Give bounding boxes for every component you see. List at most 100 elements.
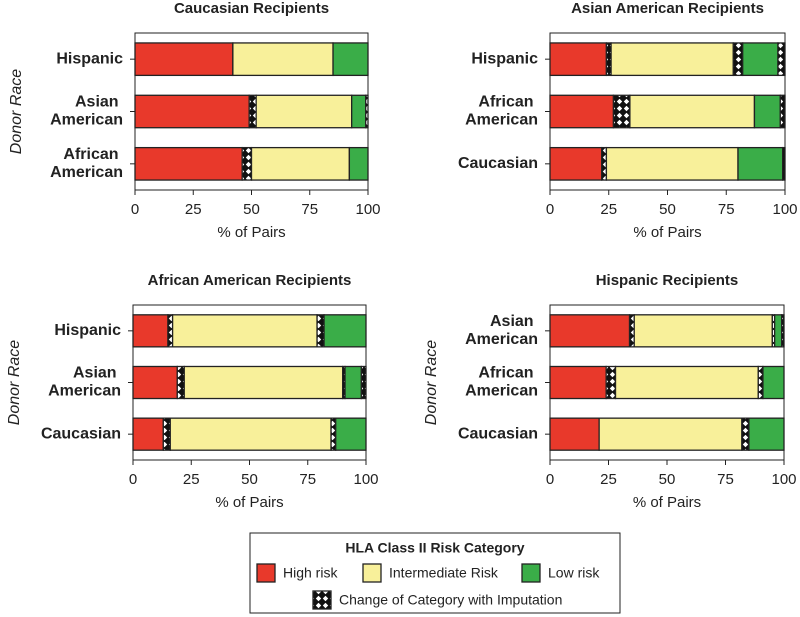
panel-title: Caucasian Recipients — [174, 0, 329, 17]
x-tick-label: 75 — [717, 471, 734, 488]
bar-segment — [549, 314, 631, 348]
bar-segment — [348, 146, 369, 181]
x-tick-label: 25 — [600, 201, 617, 218]
bar-segment — [132, 417, 164, 451]
x-axis-label: % of Pairs — [633, 224, 701, 241]
x-tick-label: 50 — [659, 201, 676, 218]
category-label: African American — [465, 365, 538, 400]
bar-segment — [742, 42, 779, 77]
imputation-segment — [176, 365, 185, 400]
bar-segment — [344, 365, 362, 400]
imputation-segment — [628, 314, 635, 348]
imputation-segment — [162, 417, 171, 451]
imputation-segment — [167, 314, 174, 348]
x-tick-label: 0 — [546, 201, 554, 218]
legend-title: HLA Class II Risk Category — [345, 540, 524, 556]
legend-swatch — [256, 563, 276, 583]
category-label: Caucasian — [41, 425, 121, 442]
bar-segment — [549, 42, 608, 77]
bar-segment — [549, 94, 615, 129]
x-axis-label: % of Pairs — [633, 494, 701, 511]
imputation-segment — [777, 42, 786, 77]
imputation-segment — [779, 94, 786, 129]
bar-segment — [134, 146, 243, 181]
bar-segment — [169, 417, 332, 451]
imputation-segment — [316, 314, 325, 348]
x-tick-label: 0 — [546, 471, 554, 488]
category-label: Asian American — [50, 94, 123, 129]
category-label: Caucasian — [458, 155, 538, 172]
x-tick-label: 100 — [353, 471, 378, 488]
bar-segment — [132, 314, 169, 348]
bar-segment — [549, 365, 607, 400]
bar-segment — [610, 42, 734, 77]
bar-segment — [605, 146, 739, 181]
imputation-segment — [741, 417, 750, 451]
x-tick-label: 75 — [301, 201, 318, 218]
imputation-segment — [757, 365, 764, 400]
y-axis-label: Donor Race — [423, 340, 440, 425]
x-axis-label: % of Pairs — [217, 224, 285, 241]
x-tick-label: 0 — [129, 471, 137, 488]
bar-segment — [134, 42, 234, 77]
x-tick-label: 50 — [243, 201, 260, 218]
legend-label: Low risk — [548, 565, 600, 581]
panel-title: Hispanic Recipients — [596, 272, 739, 289]
legend-label: Intermediate Risk — [389, 565, 499, 581]
legend-swatch — [521, 563, 541, 583]
imputation-segment — [601, 146, 608, 181]
bar-segment — [351, 94, 367, 129]
bar-segment — [250, 146, 351, 181]
imputation-segment — [241, 146, 253, 181]
bar-segment — [633, 314, 773, 348]
y-axis-label: Donor Race — [8, 69, 25, 154]
imputation-segment — [360, 365, 367, 400]
imputation-segment — [612, 94, 631, 129]
bar-segment — [255, 94, 353, 129]
imputation-segment — [605, 365, 617, 400]
imputation-segment — [248, 94, 257, 129]
bar-segment — [748, 417, 785, 451]
imputation-segment — [782, 146, 786, 181]
x-tick-label: 100 — [355, 201, 380, 218]
category-label: Asian American — [465, 313, 538, 348]
imputation-segment — [365, 94, 369, 129]
legend-swatch — [312, 590, 332, 610]
bar-segment — [183, 365, 344, 400]
bar-segment — [773, 314, 783, 348]
imputation-segment — [781, 314, 785, 348]
x-tick-label: 25 — [183, 471, 200, 488]
x-tick-label: 0 — [131, 201, 139, 218]
x-tick-label: 50 — [241, 471, 258, 488]
category-label: Asian American — [48, 365, 121, 400]
x-tick-label: 50 — [659, 471, 676, 488]
legend-label: High risk — [283, 565, 338, 581]
bar-segment — [762, 365, 785, 400]
bar-segment — [614, 365, 759, 400]
bar-segment — [134, 94, 250, 129]
bar-segment — [549, 146, 603, 181]
bar-segment — [737, 146, 784, 181]
x-tick-label: 25 — [600, 471, 617, 488]
bar-segment — [332, 42, 369, 77]
category-label: African American — [50, 146, 123, 181]
bar-segment — [598, 417, 743, 451]
y-axis-label: Donor Race — [6, 340, 23, 425]
category-label: Hispanic — [56, 50, 123, 67]
x-tick-label: 100 — [772, 201, 797, 218]
bar-segment — [132, 365, 178, 400]
imputation-segment — [732, 42, 744, 77]
bar-segment — [232, 42, 334, 77]
bar-segment — [323, 314, 367, 348]
imputation-segment — [330, 417, 337, 451]
bar-segment — [171, 314, 318, 348]
x-tick-label: 75 — [718, 201, 735, 218]
legend-swatch — [362, 563, 382, 583]
bar-segment — [629, 94, 756, 129]
bar-segment — [549, 417, 600, 451]
imputation-segment — [605, 42, 612, 77]
panel-title: African American Recipients — [148, 272, 352, 289]
bar-segment — [753, 94, 781, 129]
category-label: African American — [465, 94, 538, 129]
